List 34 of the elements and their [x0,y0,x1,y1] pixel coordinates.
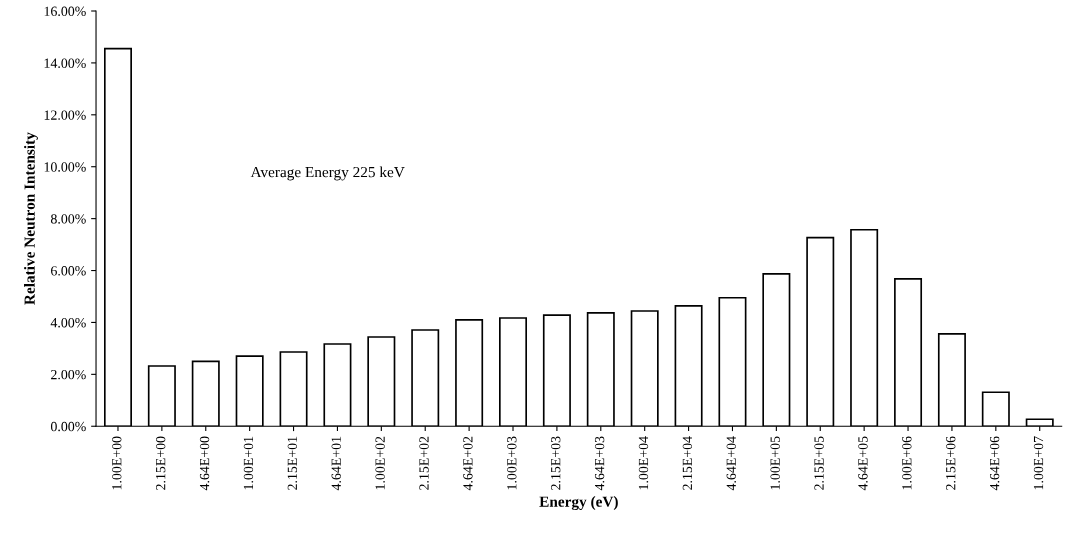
x-tick-label: 1.00E+05 [770,436,780,490]
x-tick-label: 2.15E+04 [682,436,693,490]
x-tick-label: 1.00E+07 [1033,436,1044,490]
y-tick-label: 2.00% [51,369,86,380]
y-tick-label: 4.00% [50,318,86,328]
x-tick-label: 1.00E+06 [902,436,912,490]
x-tick-label: 2.15E+06 [946,436,956,490]
x-tick-label: 2.15E+05 [814,436,824,490]
x-tick-label: 2.15E+01 [287,436,298,490]
annotation: Average Energy 225 keV [250,166,405,181]
x-tick-label: 1.00E+01 [243,436,254,490]
x-tick-label: 4.64E+04 [726,436,737,491]
x-axis-title: Energy (eV) [539,496,618,511]
x-tick-label: 1.00E+00 [112,436,122,490]
x-tick-label: 4.64E+00 [199,436,210,491]
y-tick-label: 16.00% [44,6,86,17]
x-tick-label: 4.64E+03 [594,436,605,491]
x-tick-label: 1.00E+04 [638,436,649,490]
x-tick-label: 2.15E+02 [419,436,429,490]
y-tick-label: 12.00% [44,110,86,120]
y-tick-label: 6.00% [51,266,86,276]
x-tick-label: 4.64E+06 [989,436,1000,491]
x-tick-label: 4.64E+01 [331,436,341,491]
y-tick-label: 14.00% [44,58,86,68]
x-tick-label: 1.00E+02 [375,436,385,490]
x-tick-label: 1.00E+03 [507,436,517,490]
y-tick-label: 10.00% [44,162,86,172]
y-tick-label: 0.00% [50,421,86,432]
x-tick-label: 2.15E+03 [551,436,561,490]
x-tick-label: 4.64E+02 [463,436,473,491]
x-tick-label: 4.64E+05 [858,436,868,491]
x-tick-label: 2.15E+00 [155,436,166,490]
y-tick-label: 8.00% [50,214,86,224]
y-axis-title: Relative Neutron Intensity [24,132,38,305]
